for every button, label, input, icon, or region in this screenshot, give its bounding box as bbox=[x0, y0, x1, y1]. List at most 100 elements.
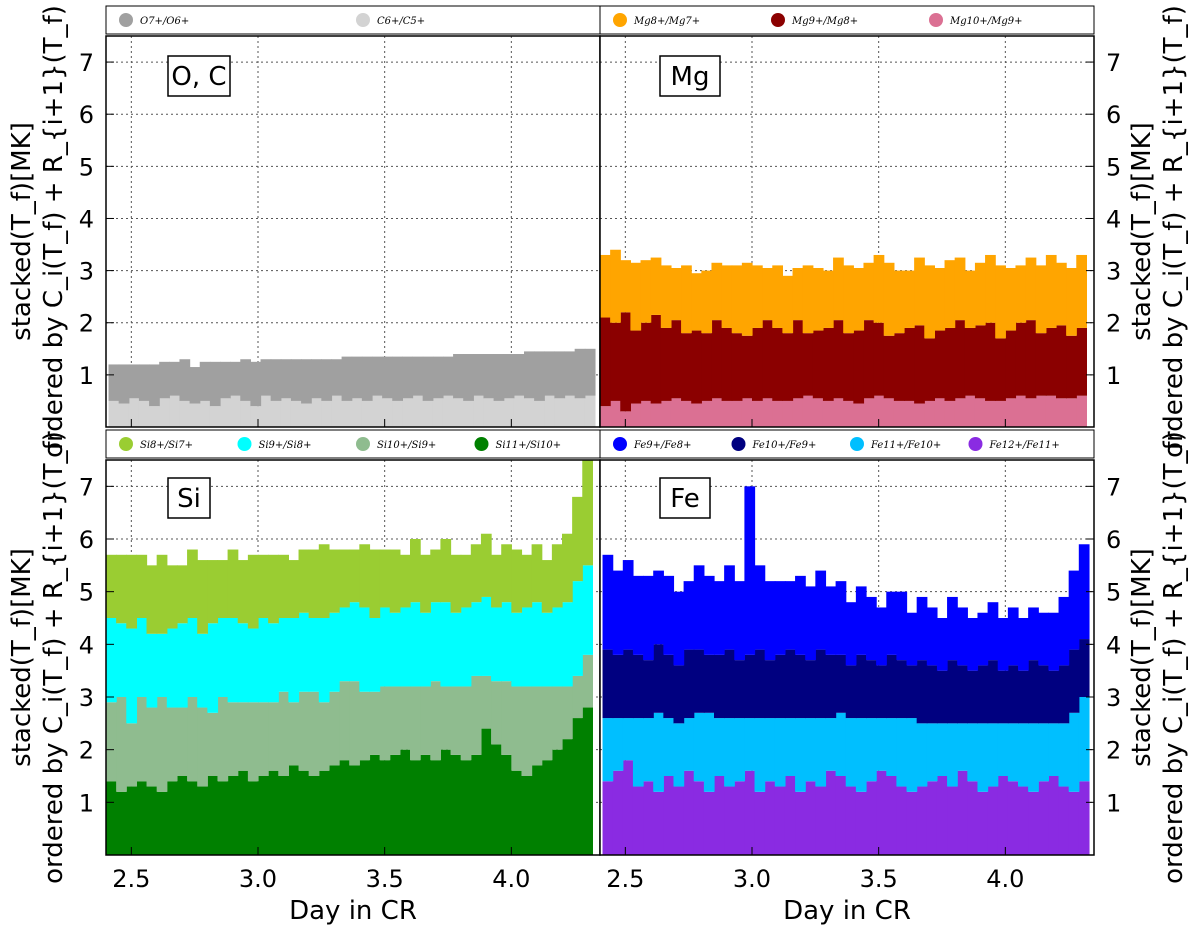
bar-segment bbox=[1007, 723, 1019, 782]
bar-segment bbox=[166, 781, 178, 855]
bar-segment bbox=[268, 702, 279, 771]
bar-segment bbox=[693, 712, 705, 782]
bar-segment bbox=[752, 400, 763, 427]
bar-segment bbox=[463, 400, 474, 427]
bar-segment bbox=[207, 560, 219, 624]
bar-segment bbox=[126, 723, 137, 787]
bar-segment bbox=[480, 728, 492, 855]
legend-marker bbox=[771, 13, 785, 27]
bar-segment bbox=[703, 654, 715, 713]
bar-segment bbox=[1025, 257, 1037, 321]
bar-segment bbox=[754, 718, 766, 792]
bar-segment bbox=[584, 348, 596, 396]
bar-segment bbox=[1035, 395, 1047, 427]
bar-segment bbox=[359, 691, 371, 761]
bar-segment bbox=[339, 681, 350, 761]
bar-segment bbox=[825, 770, 837, 855]
bar-segment bbox=[268, 770, 279, 855]
bar-segment bbox=[359, 607, 371, 692]
bar-segment bbox=[734, 660, 745, 719]
bar-segment bbox=[250, 361, 262, 407]
bar-segment bbox=[420, 754, 431, 855]
bar-segment bbox=[752, 265, 763, 328]
bar-segment bbox=[420, 686, 431, 755]
bar-segment bbox=[620, 260, 631, 313]
y-tick-label: 4 bbox=[1106, 205, 1121, 233]
bar-segment bbox=[883, 262, 895, 336]
bar-segment bbox=[220, 361, 231, 399]
plot-frame bbox=[599, 459, 1095, 856]
bar-segment bbox=[260, 359, 272, 396]
bar-segment bbox=[650, 403, 662, 427]
bar-segment bbox=[825, 586, 837, 655]
bar-segment bbox=[351, 356, 363, 399]
bar-segment bbox=[430, 602, 441, 682]
bar-segment bbox=[382, 398, 393, 427]
bar-segment bbox=[136, 554, 148, 618]
bar-segment bbox=[1038, 665, 1049, 724]
legend-marker bbox=[731, 437, 746, 451]
bar-segment bbox=[483, 398, 495, 427]
bar-segment bbox=[382, 356, 393, 399]
bar-segment bbox=[957, 607, 968, 666]
bar-segment bbox=[936, 776, 948, 855]
y-tick-label: 1 bbox=[79, 362, 94, 390]
bar-segment bbox=[693, 565, 705, 650]
bar-segment bbox=[473, 354, 485, 396]
bar-segment bbox=[660, 327, 672, 401]
bar-segment bbox=[176, 776, 188, 855]
bar-segment bbox=[247, 781, 259, 855]
bar-segment bbox=[146, 565, 158, 634]
bar-segment bbox=[197, 786, 208, 855]
bar-segment bbox=[886, 591, 897, 655]
bar-segment bbox=[653, 712, 664, 792]
bar-segment bbox=[987, 786, 999, 855]
bar-segment bbox=[640, 400, 652, 427]
bar-segment bbox=[551, 607, 563, 687]
bar-segment bbox=[1048, 776, 1060, 855]
bar-segment bbox=[896, 660, 908, 719]
bar-segment bbox=[521, 554, 533, 608]
bar-segment bbox=[1038, 723, 1049, 782]
bar-segment bbox=[886, 718, 897, 776]
bar-segment bbox=[258, 702, 269, 776]
bar-segment bbox=[947, 660, 958, 724]
bar-segment bbox=[126, 786, 137, 855]
bar-segment bbox=[1018, 786, 1029, 855]
bar-segment bbox=[896, 591, 908, 661]
bar-segment bbox=[663, 776, 675, 855]
bar-segment bbox=[1068, 712, 1080, 792]
bar-segment bbox=[602, 649, 614, 719]
bar-segment bbox=[260, 395, 272, 427]
y-tick-label: 2 bbox=[1106, 737, 1121, 765]
bar-segment bbox=[582, 460, 593, 566]
y-tick-label: 7 bbox=[1106, 49, 1121, 77]
bar-segment bbox=[876, 665, 887, 719]
bar-segment bbox=[156, 697, 168, 792]
bar-segment bbox=[663, 575, 675, 655]
bar-segment bbox=[328, 612, 340, 692]
bar-segment bbox=[108, 364, 120, 401]
bar-segment bbox=[691, 403, 702, 427]
bar-segment bbox=[126, 554, 137, 629]
bar-segment bbox=[361, 400, 373, 427]
bar-segment bbox=[503, 398, 515, 427]
bar-segment bbox=[412, 356, 424, 396]
y-axis-title-secondary: ordered by C_i(T_f) + R_{i+1}(T_f) bbox=[1159, 5, 1189, 458]
bar-segment bbox=[802, 265, 814, 334]
bar-segment bbox=[278, 776, 289, 855]
bar-segment bbox=[1076, 327, 1087, 396]
bar-segment bbox=[159, 361, 170, 399]
bar-segment bbox=[1066, 398, 1077, 427]
y-axis-title-secondary: ordered by C_i(T_f) + R_{i+1}(T_f) bbox=[1159, 431, 1189, 884]
bar-segment bbox=[410, 760, 421, 855]
bar-segment bbox=[914, 403, 925, 427]
bar-segment bbox=[217, 781, 229, 855]
legend-marker bbox=[356, 437, 370, 451]
bar-segment bbox=[176, 707, 188, 776]
bar-segment bbox=[268, 623, 279, 703]
bar-segment bbox=[721, 327, 733, 401]
bar-segment bbox=[612, 654, 624, 719]
bar-segment bbox=[683, 770, 695, 855]
bar-segment bbox=[106, 702, 117, 782]
